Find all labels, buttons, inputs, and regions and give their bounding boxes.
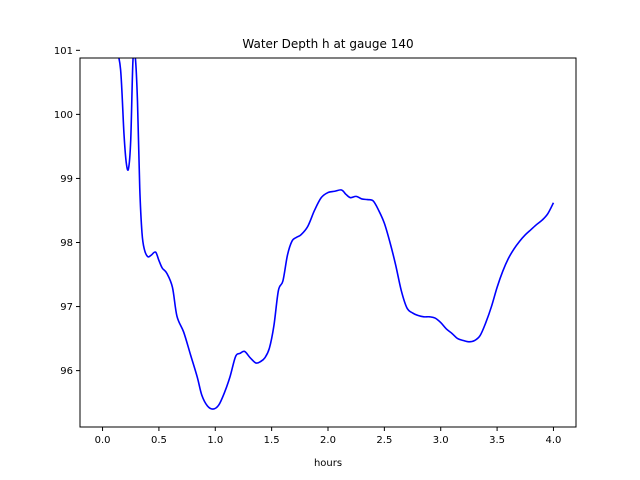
x-tick-label: 4.0 xyxy=(546,435,562,446)
y-tick-label: 100 xyxy=(54,110,73,121)
x-tick-label: 1.0 xyxy=(207,435,223,446)
x-tick-label: 1.5 xyxy=(264,435,280,446)
y-tick-label: 97 xyxy=(60,302,73,313)
axis-ticks: 0.0 0.5 1.0 1.5 2.0 2.5 3.0 3.5 4.0 96 97 98 99 100 10… xyxy=(54,46,562,446)
series-line xyxy=(118,58,555,410)
x-axis-label: hours xyxy=(314,458,342,469)
y-tick-label: 98 xyxy=(60,238,73,249)
plot-area xyxy=(118,58,555,410)
x-tick-label: 0.0 xyxy=(95,435,111,446)
x-tick-label: 0.5 xyxy=(151,435,167,446)
axes-frame xyxy=(79,57,577,428)
x-tick-label: 3.5 xyxy=(489,435,505,446)
x-tick-label: 2.5 xyxy=(376,435,392,446)
x-tick-label: 3.0 xyxy=(433,435,449,446)
x-tick-label: 2.0 xyxy=(320,435,336,446)
y-tick-label: 96 xyxy=(60,366,73,377)
chart-title: Water Depth h at gauge 140 xyxy=(242,37,413,51)
y-tick-label: 99 xyxy=(60,174,73,185)
y-tick-label: 101 xyxy=(54,46,73,57)
